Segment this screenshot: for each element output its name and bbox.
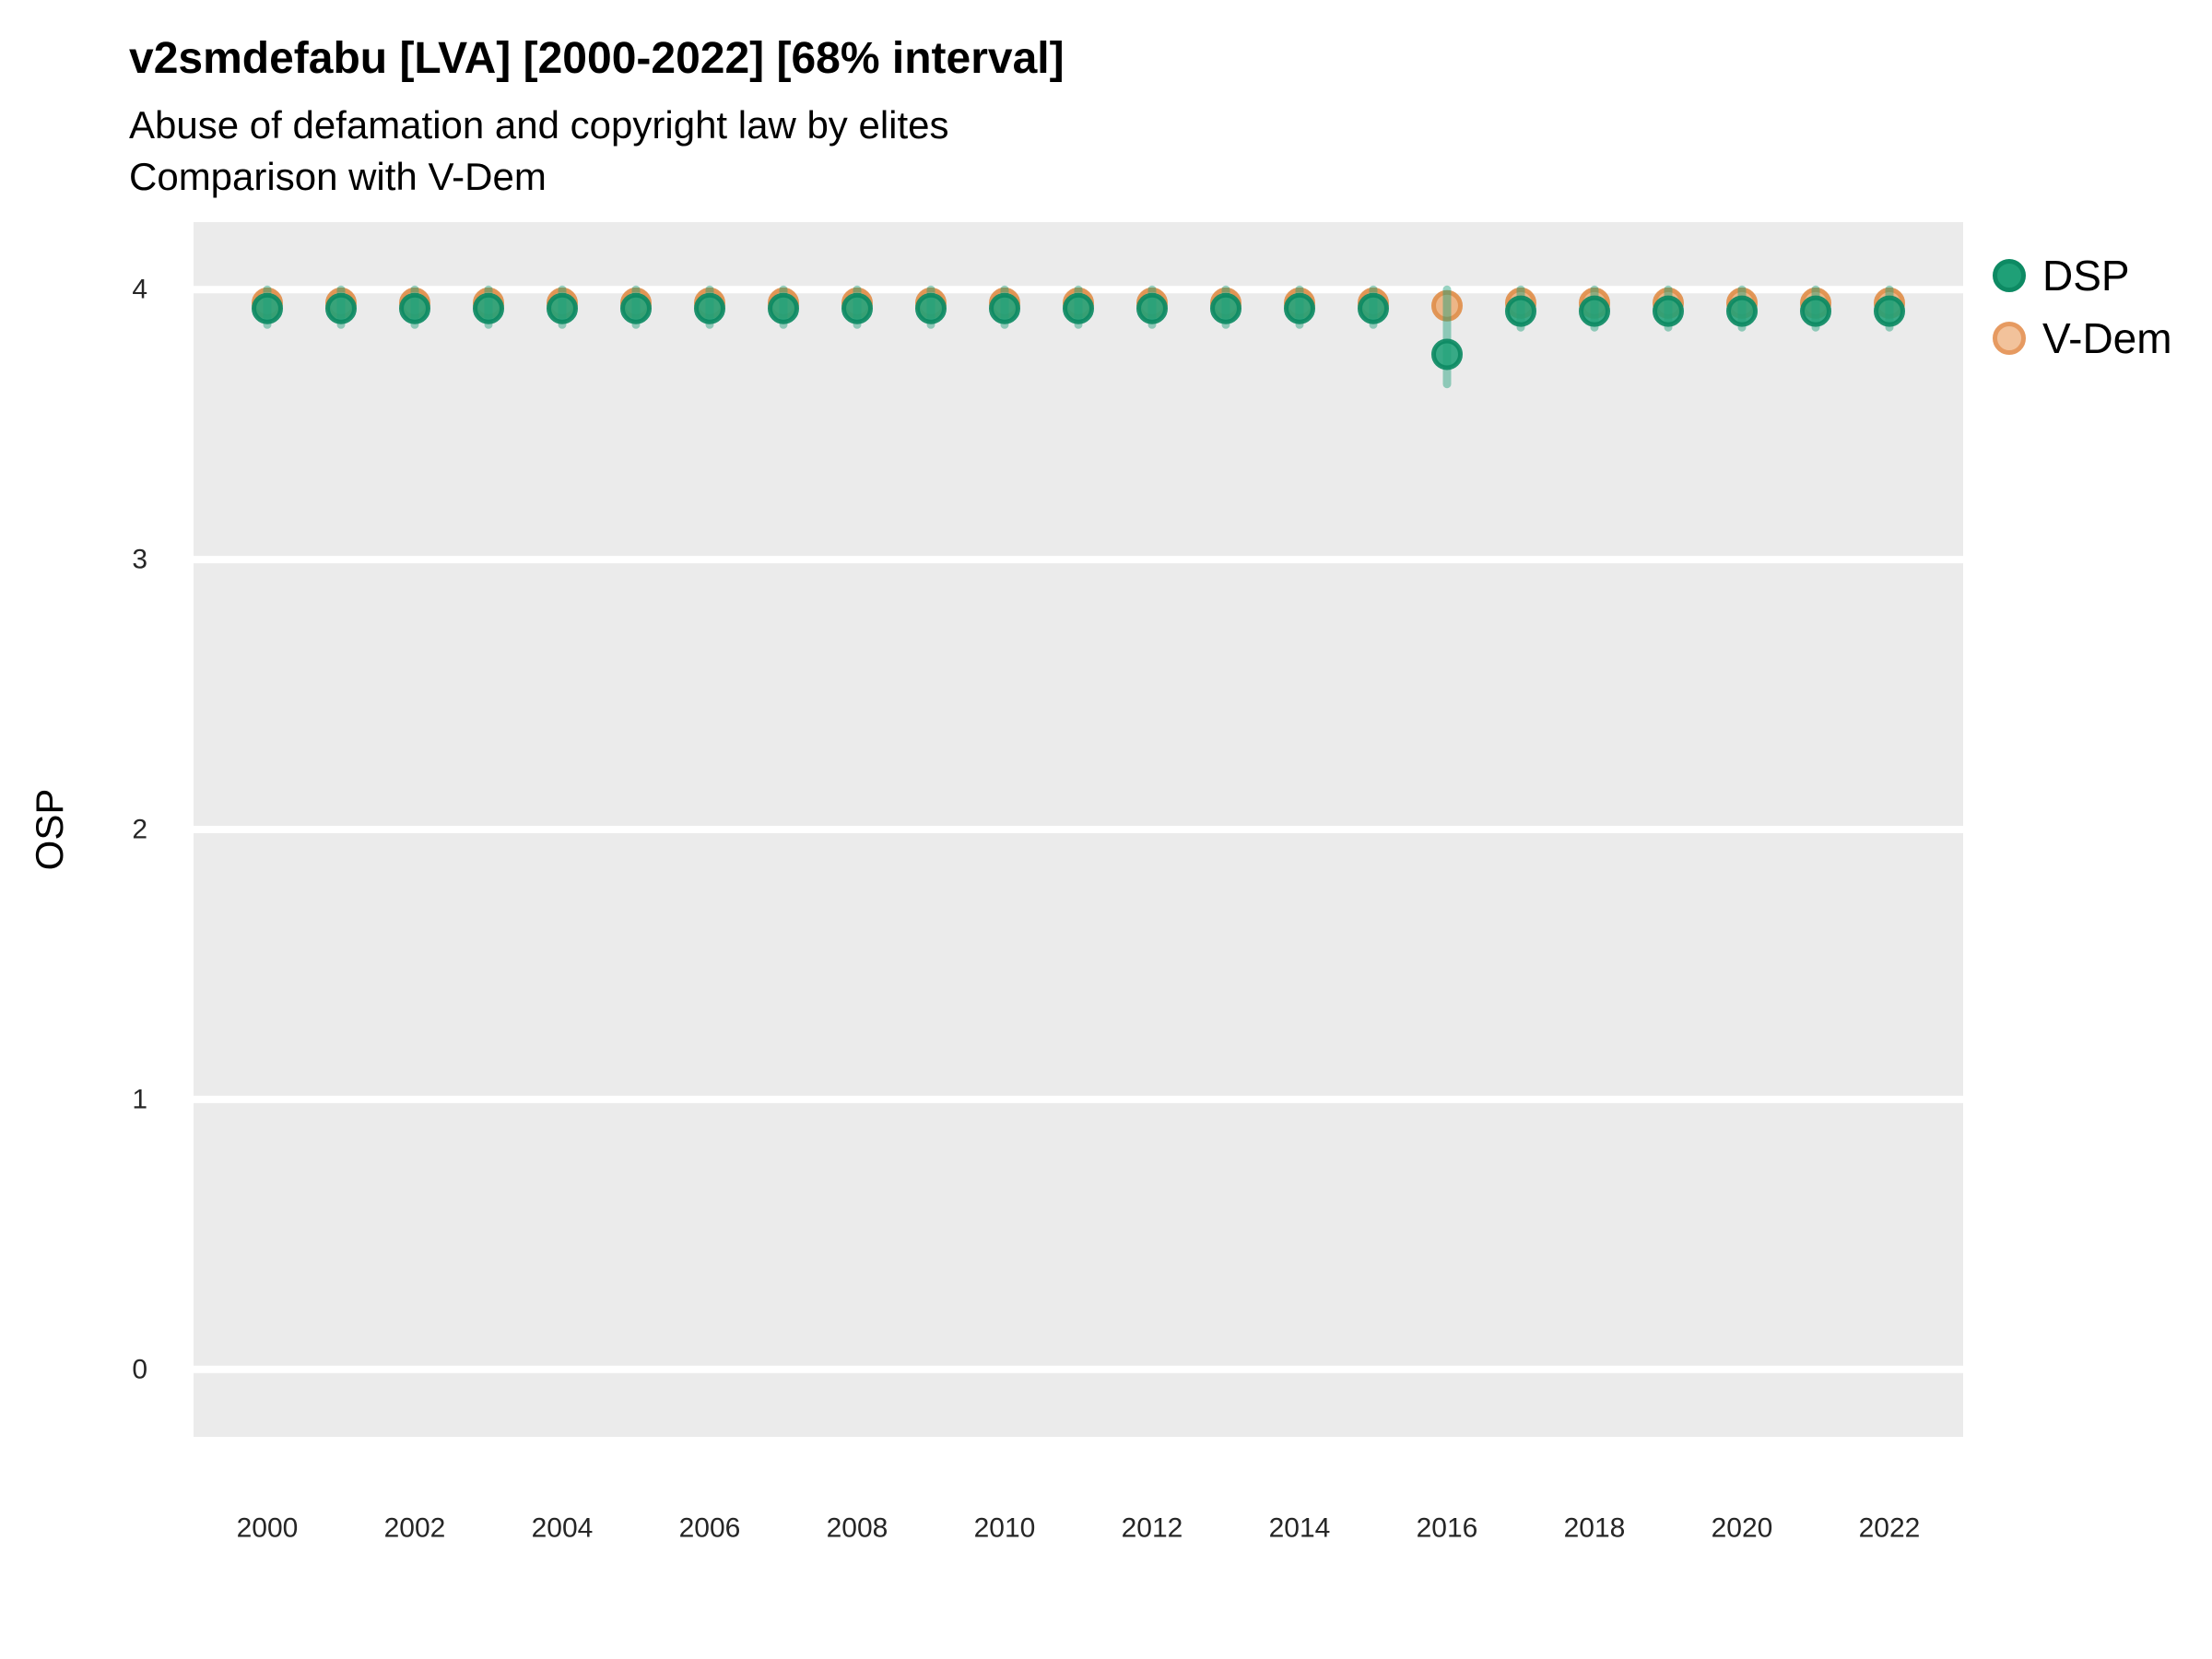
dsp-point-2014 xyxy=(1284,292,1315,324)
x-tick-label: 2010 xyxy=(974,1513,1036,1544)
legend-label-vdem: V-Dem xyxy=(2042,314,2172,362)
dsp-legend-marker-icon xyxy=(1993,259,2026,292)
y-tick-label: 3 xyxy=(132,545,147,575)
chart-subtitle-line2: Comparison with V-Dem xyxy=(129,155,547,198)
legend-item-vdem: V-Dem xyxy=(1989,313,2172,363)
dsp-point-2015 xyxy=(1358,292,1389,324)
dsp-point-2021 xyxy=(1800,295,1831,327)
legend-label-dsp: DSP xyxy=(2042,252,2130,300)
dsp-point-2012 xyxy=(1136,292,1168,324)
dsp-point-2004 xyxy=(547,292,578,324)
dsp-point-2005 xyxy=(620,292,652,324)
dsp-point-2017 xyxy=(1505,295,1536,327)
dsp-point-2010 xyxy=(989,292,1020,324)
dsp-point-2022 xyxy=(1874,295,1905,327)
vdem-point-2016 xyxy=(1431,289,1463,322)
chart-subtitle: Abuse of defamation and copyright law by… xyxy=(129,103,949,147)
y-tick-label: 0 xyxy=(132,1354,147,1384)
x-tick-label: 2012 xyxy=(1122,1513,1183,1544)
y-tick-label: 1 xyxy=(132,1084,147,1114)
legend-item-dsp: DSP xyxy=(1989,251,2172,300)
y-tick-label: 2 xyxy=(132,815,147,845)
x-tick-label: 2014 xyxy=(1269,1513,1331,1544)
x-tick-label: 2020 xyxy=(1712,1513,1773,1544)
x-tick-label: 2008 xyxy=(827,1513,888,1544)
x-tick-label: 2006 xyxy=(679,1513,741,1544)
dsp-point-2003 xyxy=(473,292,504,324)
x-tick-label: 2016 xyxy=(1417,1513,1478,1544)
x-tick-label: 2004 xyxy=(532,1513,594,1544)
dsp-point-2011 xyxy=(1063,292,1094,324)
vdem-legend-marker-icon xyxy=(1993,322,2026,355)
y-tick-label: 4 xyxy=(132,275,147,305)
dsp-point-2009 xyxy=(915,292,947,324)
dsp-point-2000 xyxy=(252,292,283,324)
dsp-point-2018 xyxy=(1579,295,1610,327)
dsp-point-2002 xyxy=(399,292,430,324)
dsp-point-2007 xyxy=(768,292,799,324)
x-tick-label: 2002 xyxy=(384,1513,446,1544)
dsp-point-2006 xyxy=(694,292,725,324)
x-tick-label: 2022 xyxy=(1859,1513,1921,1544)
dsp-point-2001 xyxy=(325,292,357,324)
dsp-point-2020 xyxy=(1726,295,1758,327)
chart-title: v2smdefabu [LVA] [2000-2022] [68% interv… xyxy=(129,34,1065,83)
x-tick-label: 2000 xyxy=(237,1513,299,1544)
dsp-point-2008 xyxy=(841,292,873,324)
dsp-point-2016 xyxy=(1431,338,1463,371)
legend: DSP V-Dem xyxy=(1989,251,2172,363)
x-tick-label: 2018 xyxy=(1564,1513,1626,1544)
dsp-point-2019 xyxy=(1653,295,1684,327)
dsp-point-2013 xyxy=(1210,292,1241,324)
